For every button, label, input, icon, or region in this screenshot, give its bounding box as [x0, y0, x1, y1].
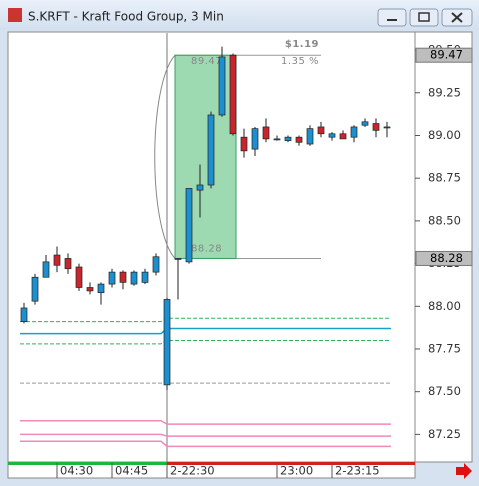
close-icon — [451, 12, 463, 23]
candle-body — [306, 128, 314, 145]
price-label-box — [415, 47, 473, 63]
measure-box — [174, 54, 237, 259]
minimize-button[interactable] — [377, 8, 407, 27]
y-tick-label: 88.00 — [428, 299, 461, 313]
measure-high-label: 89.47 — [191, 56, 222, 67]
maximize-button[interactable] — [409, 8, 439, 27]
window-buttons[interactable] — [377, 8, 473, 27]
measure-arc — [154, 54, 176, 259]
candle-body — [240, 136, 248, 152]
candle-body — [372, 123, 380, 131]
candle-body — [86, 287, 94, 292]
y-tick-label: 88.75 — [428, 171, 461, 185]
candle-body — [350, 126, 358, 138]
candle-body — [262, 126, 270, 140]
candle-body — [174, 258, 182, 260]
session-bar-prior — [8, 462, 167, 465]
indicator-level — [20, 419, 391, 425]
session-bar-current — [167, 462, 415, 465]
candle-body — [163, 299, 171, 386]
x-tick-label: 2-22:30 — [170, 464, 215, 478]
candle-body — [64, 258, 72, 270]
candle-body — [97, 283, 105, 293]
price-label: 88.28 — [430, 251, 463, 265]
app-icon — [8, 8, 22, 22]
candle-body — [229, 54, 237, 135]
x-tick-label: 23:00 — [280, 464, 313, 478]
candle-body — [284, 136, 292, 141]
scroll-arrow[interactable] — [456, 463, 472, 479]
candle-body — [317, 126, 325, 135]
candle-body — [185, 188, 193, 263]
candle-body — [273, 138, 281, 141]
price-label: 89.47 — [430, 48, 463, 62]
candle-body — [130, 271, 138, 285]
candle-body — [141, 271, 149, 283]
candle-body — [383, 126, 391, 129]
candle-body — [361, 121, 369, 126]
price-label-box — [415, 250, 473, 266]
measure-low-label: 88.28 — [191, 243, 222, 254]
candle-body — [31, 276, 39, 302]
y-tick-label: 87.75 — [428, 341, 461, 355]
value-axis — [414, 31, 473, 463]
indicator-level — [20, 433, 391, 437]
x-tick-label: 2-23:15 — [335, 464, 380, 478]
y-tick-label: 88.50 — [428, 213, 461, 227]
x-tick-label: 04:45 — [115, 464, 148, 478]
y-tick-label: 87.25 — [428, 427, 461, 441]
candle-body — [295, 136, 303, 143]
candle-body — [251, 128, 259, 150]
plot: 87.2587.5087.7588.0088.2588.5088.7589.00… — [20, 39, 473, 478]
y-tick-label: 89.00 — [428, 128, 461, 142]
candle-body — [152, 256, 160, 273]
candle-body — [328, 133, 336, 138]
candle-body — [207, 114, 215, 186]
measure-percent: 1.35 % — [281, 56, 319, 67]
maximize-icon — [418, 12, 430, 22]
window-title: S.KRFT - Kraft Food Group, 3 Min — [28, 10, 224, 24]
candle-body — [218, 56, 226, 116]
y-tick-label: 89.25 — [428, 85, 461, 99]
candle-body — [339, 133, 347, 140]
candle-body — [108, 271, 116, 285]
y-tick-label: 87.50 — [428, 384, 461, 398]
indicator-level — [20, 440, 391, 448]
candle-body — [42, 261, 50, 278]
candle-body — [75, 266, 83, 288]
candle-body — [196, 184, 204, 191]
candle-body — [119, 271, 127, 283]
measure-change: $1.19 — [285, 39, 319, 50]
candle-body — [20, 307, 28, 323]
x-tick-label: 04:30 — [60, 464, 93, 478]
candle-body — [53, 254, 61, 266]
